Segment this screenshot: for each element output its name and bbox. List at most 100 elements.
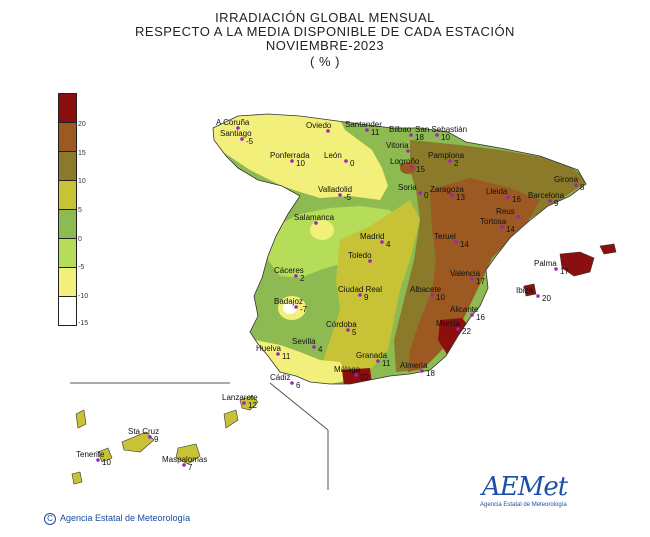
map-title-line3: NOVIEMBRE-2023	[265, 38, 385, 53]
station-name: Huelva	[256, 344, 281, 353]
station-dot	[346, 328, 350, 332]
inset-frame-diagonal	[269, 382, 329, 431]
station-dot	[236, 126, 240, 130]
legend-swatch	[58, 151, 77, 180]
station-dot	[376, 359, 380, 363]
station-dot	[500, 225, 504, 229]
station-value: 8	[580, 183, 585, 192]
station-value: 6	[296, 381, 301, 390]
zone-minus5-0	[213, 114, 388, 200]
station-value: 10	[436, 293, 445, 302]
station-value: 16	[512, 195, 521, 204]
station-name: Logroño	[390, 157, 420, 166]
station-dot	[448, 159, 452, 163]
station-name: Santander	[345, 120, 382, 129]
station-marker: Cádiz 6	[270, 373, 301, 390]
station-marker: Vitoria	[386, 141, 410, 153]
station-name: San Sebastián	[415, 125, 467, 134]
station-dot	[314, 221, 318, 225]
legend-swatch	[58, 267, 77, 296]
map-title-line1: IRRADIACIÓN GLOBAL MENSUAL	[215, 10, 435, 25]
la-gomera-island	[97, 447, 113, 463]
station-value: 0	[424, 191, 429, 200]
station-value: 22	[462, 327, 471, 336]
station-name: Sta Cruz	[128, 427, 159, 436]
station-value: 13	[456, 193, 465, 202]
station-value: 18	[415, 133, 424, 142]
station-name: Tortosa	[480, 217, 507, 226]
station-value: 17	[476, 277, 485, 286]
station-name: Córdoba	[326, 320, 357, 329]
station-name: Badajoz	[274, 297, 303, 306]
aemet-logo: AEMet	[482, 472, 568, 502]
zone-5-10	[320, 200, 420, 378]
station-value: 0	[350, 159, 355, 168]
copyright-icon: C	[44, 513, 56, 525]
legend-label: -10	[78, 293, 89, 300]
station-name: Tenerife	[76, 450, 105, 459]
station-name: Salamanca	[294, 213, 335, 222]
station-name: Málaga	[334, 365, 361, 374]
station-dot	[294, 305, 298, 309]
station-name: Bilbao	[389, 125, 412, 134]
legend-label: 5	[78, 207, 82, 214]
station-name: Palma	[534, 259, 557, 268]
station-value: 15	[416, 165, 425, 174]
station-dot	[554, 267, 558, 271]
station-dot	[358, 293, 362, 297]
station-name: Vitoria	[386, 141, 409, 150]
station-dot	[410, 165, 414, 169]
station-name: Zaragoza	[430, 185, 464, 194]
zone-badajoz-core	[283, 302, 297, 314]
station-value: 16	[476, 313, 485, 322]
station-dot	[182, 463, 186, 467]
station-value: 20	[542, 294, 551, 303]
legend-label: 15	[78, 150, 86, 157]
station-dot	[240, 137, 244, 141]
station-value: 11	[371, 128, 380, 137]
station-value: 11	[382, 359, 391, 368]
station-dot	[409, 133, 413, 137]
station-dot	[276, 352, 280, 356]
station-value: 10	[102, 458, 111, 467]
station-value: 14	[460, 240, 469, 249]
station-dot	[470, 277, 474, 281]
station-name: Ponferrada	[270, 151, 310, 160]
station-name: Lleida	[486, 187, 508, 196]
station-value: 9	[364, 293, 369, 302]
station-value: 2	[300, 274, 305, 283]
station-dot	[548, 199, 552, 203]
menorca-island	[599, 243, 617, 255]
zone-salamanca	[310, 220, 334, 240]
station-marker: Oviedo	[306, 121, 332, 133]
station-dot	[242, 401, 246, 405]
legend-label: -5	[78, 264, 85, 271]
station-value: 5	[352, 328, 357, 337]
legend-swatch	[58, 180, 77, 209]
station-value: -5	[246, 137, 254, 146]
station-name: Soria	[398, 183, 417, 192]
station-name: Granada	[356, 351, 388, 360]
station-value: 11	[282, 352, 291, 361]
station-dot	[326, 129, 330, 133]
station-dot	[344, 159, 348, 163]
station-dot	[290, 159, 294, 163]
station-value: 14	[506, 225, 515, 234]
station-marker: Badajoz-7	[274, 297, 308, 314]
station-value: 9	[554, 199, 559, 208]
ibiza-island	[523, 283, 537, 297]
station-marker: Soria 0	[398, 183, 429, 200]
station-name: Murcia	[436, 319, 461, 328]
